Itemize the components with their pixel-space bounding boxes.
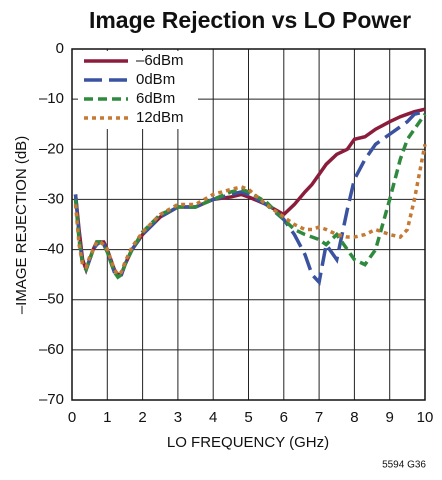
- y-tick-label: –70: [39, 391, 64, 408]
- y-tick-label: –40: [39, 241, 64, 258]
- x-tick-label: 10: [417, 409, 434, 426]
- y-tick-label: –60: [39, 341, 64, 358]
- series-line: [73, 143, 427, 278]
- x-tick-label: 7: [315, 409, 323, 426]
- chart-title: Image Rejection vs LO Power: [89, 7, 411, 33]
- legend-label: 12dBm: [136, 109, 184, 126]
- x-tick-label: 1: [103, 409, 111, 426]
- y-axis-label: –IMAGE REJECTION (dB): [13, 136, 30, 314]
- y-tick-label: –50: [39, 291, 64, 308]
- legend-label: 6dBm: [136, 90, 175, 107]
- legend-box: [78, 51, 198, 129]
- y-tick-label: 0: [56, 40, 64, 57]
- plot-frame: [71, 48, 426, 401]
- footnote: 5594 G36: [382, 460, 426, 471]
- x-tick-label: 2: [138, 409, 146, 426]
- x-tick-label: 0: [68, 409, 76, 426]
- x-tick-label: 5: [244, 409, 252, 426]
- x-tick-label: 6: [280, 409, 288, 426]
- legend-label: –6dBm: [136, 52, 184, 69]
- series-line: [73, 113, 427, 280]
- y-tick-label: –10: [39, 90, 64, 107]
- legend-label: 0dBm: [136, 71, 175, 88]
- x-axis-label: LO FREQUENCY (GHz): [167, 434, 329, 451]
- y-tick-label: –20: [39, 140, 64, 157]
- x-tick-label: 9: [386, 409, 394, 426]
- x-tick-label: 4: [209, 409, 217, 426]
- x-tick-label: 8: [350, 409, 358, 426]
- x-tick-label: 3: [174, 409, 182, 426]
- y-tick-label: –30: [39, 190, 64, 207]
